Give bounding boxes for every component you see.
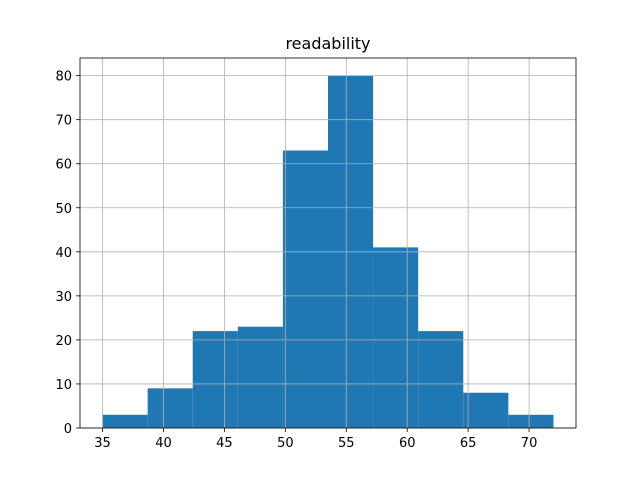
y-tick-label: 10	[55, 378, 72, 393]
bar	[237, 326, 283, 428]
bar	[102, 414, 148, 428]
x-tick-label: 50	[277, 436, 294, 451]
x-tick-label: 60	[399, 436, 416, 451]
y-tick-label: 30	[55, 290, 72, 305]
bar	[192, 331, 238, 428]
y-tick-label: 50	[55, 202, 72, 217]
x-tick-label: 35	[94, 436, 111, 451]
x-tick-label: 70	[521, 436, 538, 451]
bar	[418, 331, 464, 428]
y-tick-label: 40	[55, 246, 72, 261]
y-tick-label: 80	[55, 70, 72, 85]
x-tick-label: 40	[155, 436, 172, 451]
bar	[282, 150, 328, 428]
bar	[508, 414, 554, 428]
x-tick-label: 45	[216, 436, 233, 451]
bar	[463, 392, 509, 428]
x-tick-label: 55	[338, 436, 355, 451]
y-tick-label: 20	[55, 334, 72, 349]
y-tick-label: 0	[64, 422, 72, 437]
x-tick-label: 65	[460, 436, 477, 451]
y-tick-label: 60	[55, 158, 72, 173]
chart-title: readability	[285, 34, 370, 53]
plot-frame	[79, 57, 577, 429]
y-tick-label: 70	[55, 114, 72, 129]
bar	[373, 247, 419, 428]
bar	[147, 388, 193, 428]
